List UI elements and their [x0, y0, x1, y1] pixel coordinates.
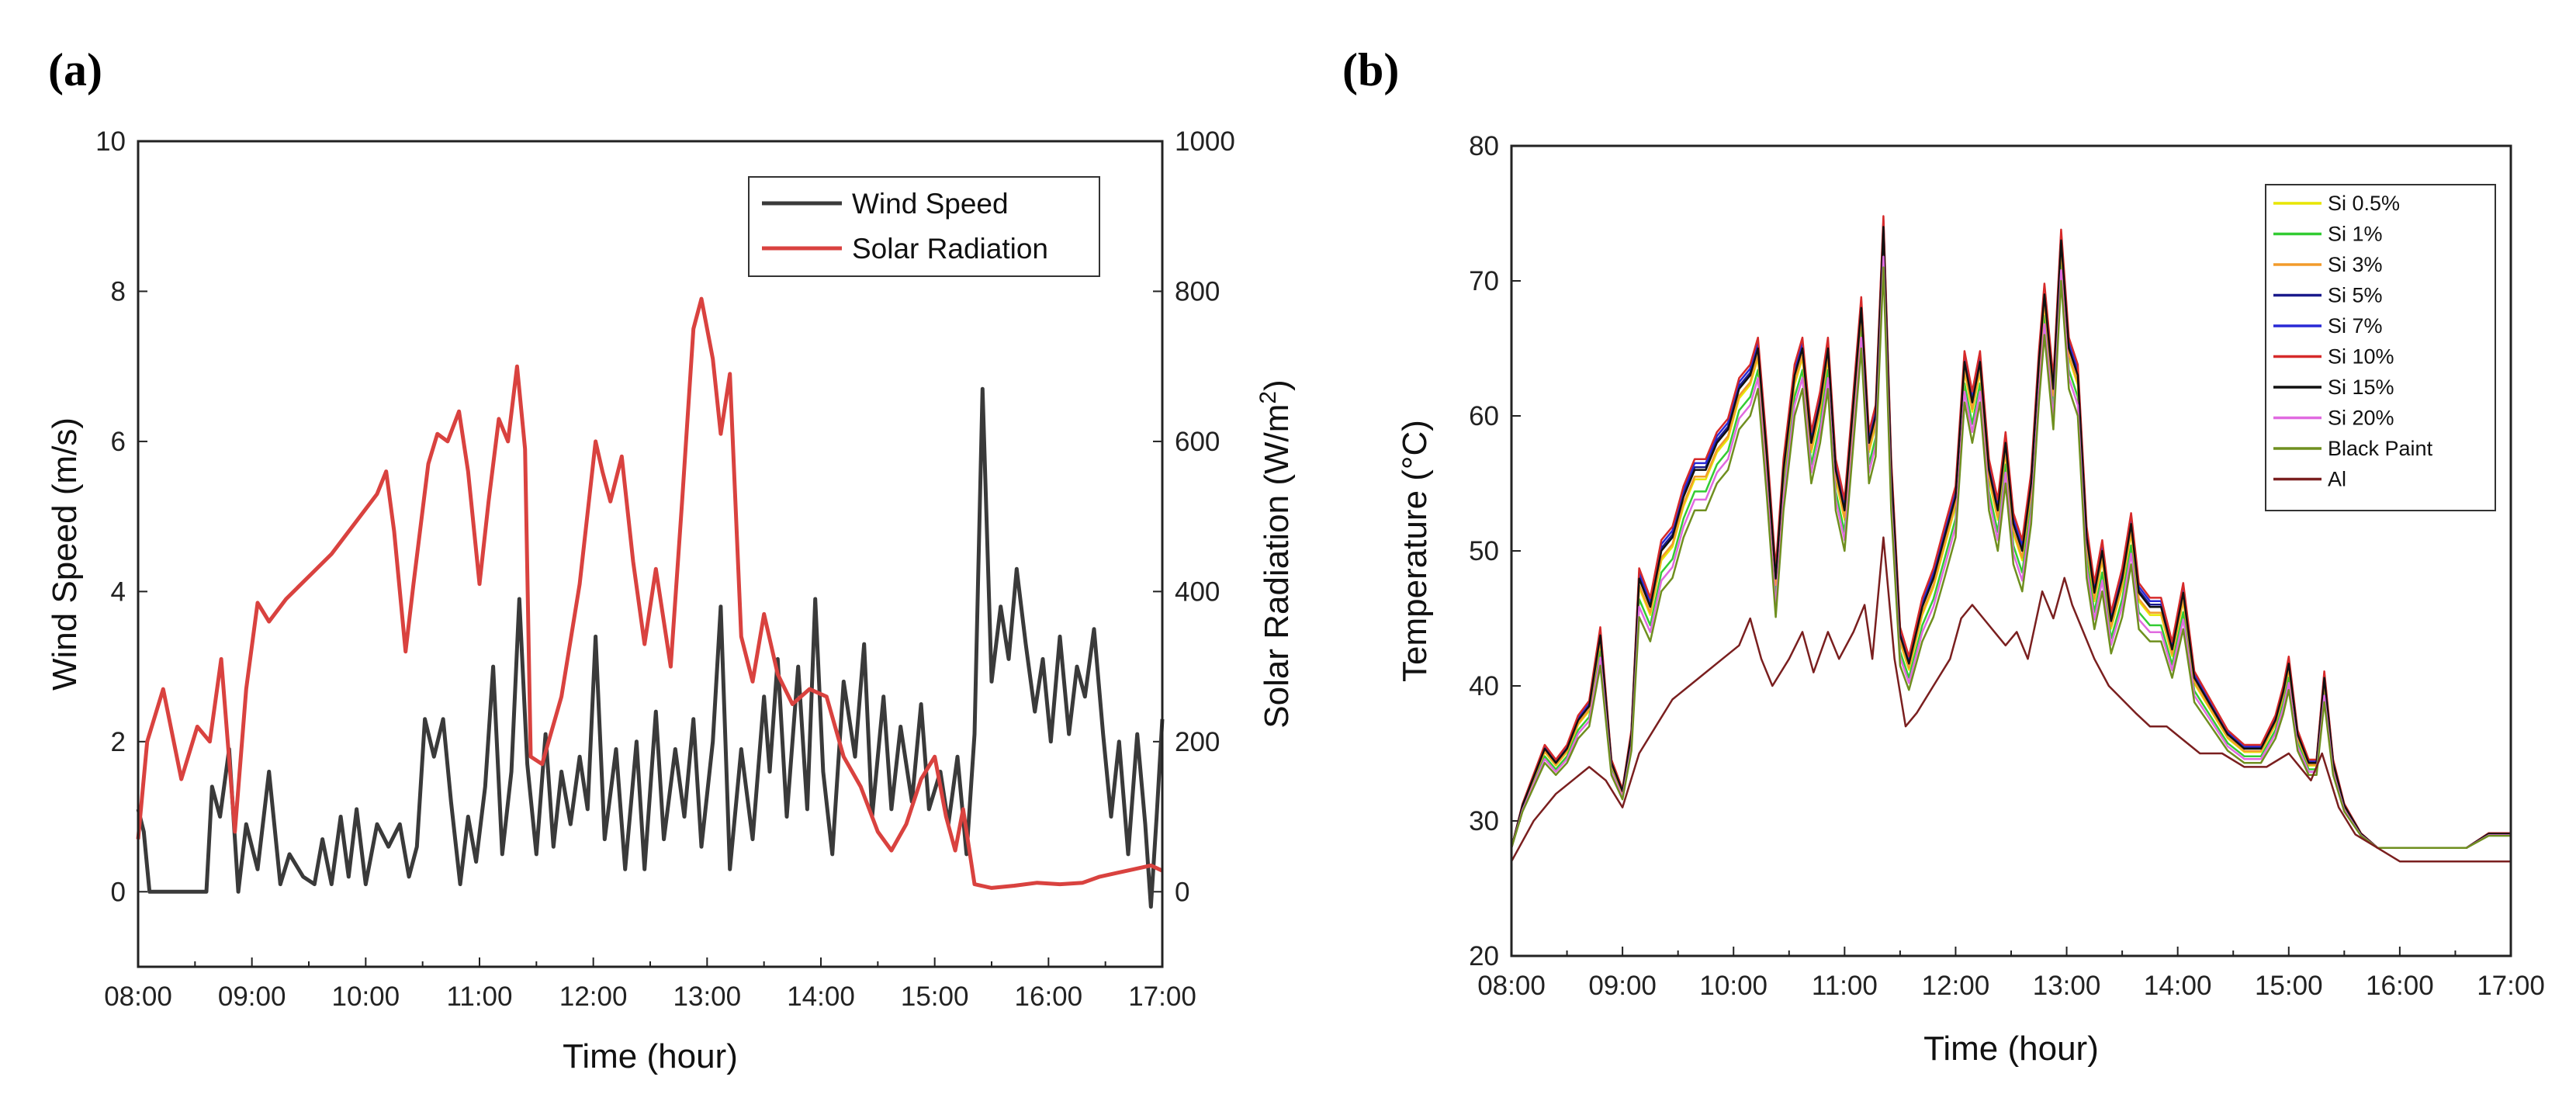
x-tick-label: 14:00 [2144, 971, 2212, 1001]
x-tick-label: 09:00 [218, 982, 286, 1012]
y-tick-label: 70 [1469, 266, 1499, 296]
x-tick-label: 17:00 [2477, 971, 2545, 1001]
panel-b-ylabel: Temperature (°C) [1396, 420, 1434, 682]
x-tick-label: 10:00 [1699, 971, 1768, 1001]
x-tick-label: 15:00 [901, 982, 969, 1012]
x-tick-label: 11:00 [447, 982, 513, 1012]
y2-tick-label: 400 [1175, 577, 1220, 607]
y-tick-label: 60 [1469, 401, 1499, 431]
series-line-al [1510, 536, 2511, 863]
x-tick-label: 10:00 [332, 982, 400, 1012]
series-line-solar-radiation [136, 296, 1164, 890]
x-tick-label: 16:00 [2366, 971, 2434, 1001]
y-tick-label: 4 [111, 577, 126, 607]
panel-a-ylabel2: Solar Radiation (W/m2) [1255, 379, 1296, 728]
legend-label-si-15: Si 15% [2328, 376, 2394, 399]
panel-a-legend-box [748, 176, 1100, 277]
panel-b-plot-frame [1510, 144, 2512, 957]
y-tick-label: 30 [1469, 806, 1499, 836]
legend-label-black-paint: Black Paint [2328, 437, 2433, 460]
y2-tick-label: 600 [1175, 427, 1220, 457]
panel-a-xlabel: Time (hour) [563, 1037, 738, 1075]
x-tick-label: 15:00 [2255, 971, 2323, 1001]
x-tick-label: 11:00 [1812, 971, 1878, 1001]
x-tick-label: 17:00 [1128, 982, 1196, 1012]
y-tick-label: 40 [1469, 671, 1499, 701]
y-tick-label: 50 [1469, 536, 1499, 566]
x-tick-label: 08:00 [1477, 971, 1546, 1001]
y-tick-label: 80 [1469, 131, 1499, 161]
legend-label-wind-speed: Wind Speed [852, 188, 1009, 220]
panel-a-label: (a) [48, 44, 102, 95]
legend-label-solar-radiation: Solar Radiation [852, 233, 1048, 265]
series-line-wind-speed [136, 386, 1165, 909]
legend-label-si-20: Si 20% [2328, 407, 2394, 430]
panel-a-series [136, 296, 1165, 909]
y-tick-label: 0 [111, 877, 126, 907]
x-tick-label: 08:00 [104, 982, 172, 1012]
legend-label-si-3: Si 3% [2328, 253, 2383, 276]
series-line-si-15 [1510, 226, 2511, 850]
x-tick-label: 09:00 [1588, 971, 1657, 1001]
series-line-black-paint [1510, 266, 2511, 850]
panel-b-legend: Si 0.5% Si 1% Si 3% Si 5% Si 7% Si 10% Si 15% S… [2265, 184, 2496, 511]
y-tick-label: 2 [111, 727, 126, 757]
x-tick-label: 13:00 [673, 982, 742, 1012]
y2-tick-label: 800 [1175, 276, 1220, 306]
series-line-si-10 [1510, 215, 2511, 850]
x-tick-label: 14:00 [787, 982, 855, 1012]
panel-b-label: (b) [1342, 44, 1399, 95]
panel-a-legend: Wind Speed Solar Radiation [748, 176, 1100, 277]
y2-tick-label: 1000 [1175, 126, 1235, 157]
x-tick-label: 12:00 [1922, 971, 1990, 1001]
y2-tick-label: 0 [1175, 877, 1189, 907]
legend-label-si-5: Si 5% [2328, 284, 2383, 307]
panel-a: (a) 08:00 09:00 10:00 11:00 12:00 13:00 14:00 1… [46, 44, 1296, 1075]
series-line-si-20 [1510, 255, 2511, 850]
panel-b-xlabel: Time (hour) [1923, 1030, 2099, 1068]
y-tick-label: 6 [111, 427, 126, 457]
y-tick-label: 20 [1469, 941, 1499, 971]
x-tick-label: 13:00 [2033, 971, 2101, 1001]
x-tick-label: 16:00 [1015, 982, 1083, 1012]
panel-a-ticks: 08:00 09:00 10:00 11:00 12:00 13:00 14:00 15:00… [95, 126, 1235, 1012]
legend-label-al: Al [2328, 468, 2346, 491]
series-line-si-1 [1510, 247, 2511, 850]
x-tick-label: 12:00 [559, 982, 628, 1012]
panel-a-ylabel: Wind Speed (m/s) [46, 417, 84, 691]
legend-label-si-7: Si 7% [2328, 314, 2383, 338]
y2-tick-label: 200 [1175, 727, 1220, 757]
panel-b-ticks: 08:00 09:00 10:00 11:00 12:00 13:00 14:00 15:00… [1469, 131, 2545, 1001]
legend-label-si-10: Si 10% [2328, 345, 2394, 369]
panel-b-series [1510, 215, 2511, 863]
panel-a-plot-frame [137, 140, 1164, 968]
panel-b-legend-box [2265, 184, 2496, 511]
y-tick-label: 8 [111, 276, 126, 306]
legend-label-si-1: Si 1% [2328, 223, 2383, 246]
panel-b: (b) 08:00 09:00 10:00 11:00 12:00 13:00 14:00 1… [1342, 44, 2545, 1068]
y-tick-label: 10 [95, 126, 126, 157]
legend-label-si-0-5: Si 0.5% [2328, 192, 2400, 215]
